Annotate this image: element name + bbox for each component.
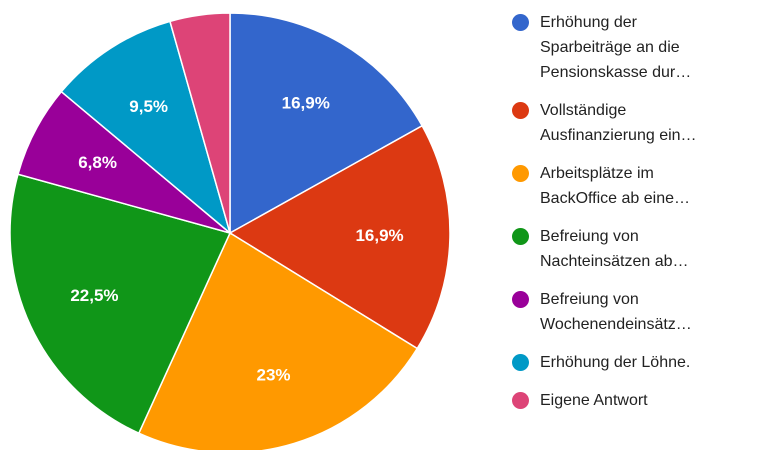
slice (60, 20, 232, 236)
legend-label: Erhöhung der Löhne. (540, 354, 691, 371)
legend-swatch (512, 291, 529, 308)
legend-entry: Befreiung von Wochenendeinsätz… (508, 287, 766, 337)
legend-label: Erhöhung der Sparbeiträge an die Pension… (540, 14, 692, 81)
legend-label: Arbeitsplätze im BackOffice ab eine… (540, 165, 691, 207)
legend-label: Eigene Antwort (540, 392, 648, 409)
legend: Erhöhung der Sparbeiträge an die Pension… (508, 10, 766, 426)
legend-entry: Erhöhung der Löhne. (508, 350, 766, 375)
slice (137, 231, 419, 450)
slice (229, 12, 424, 235)
slice (228, 124, 451, 350)
legend-swatch (512, 392, 529, 409)
legend-label: Befreiung von Nachteinsätzen ab… (540, 228, 689, 270)
slice (169, 12, 231, 234)
slice-label: 23% (257, 366, 291, 385)
legend-swatch (512, 165, 529, 182)
legend-swatch (512, 354, 529, 371)
legend-entry: Befreiung von Nachteinsätzen ab… (508, 224, 766, 274)
legend-entry: Erhöhung der Sparbeiträge an die Pension… (508, 10, 766, 85)
legend-entry: Arbeitsplätze im BackOffice ab eine… (508, 161, 766, 211)
legend-entry: Eigene Antwort (508, 388, 766, 413)
legend-swatch (512, 228, 529, 245)
slice-label: 22,5% (70, 286, 118, 305)
legend-swatch (512, 14, 529, 31)
slice-label: 16,9% (282, 93, 330, 112)
pie: 16,9% 16,9% 23% 22,5% 6,8% 9,5% (9, 12, 451, 450)
slice (9, 173, 232, 435)
legend-entry: Vollständige Ausfinanzierung ein… (508, 98, 766, 148)
legend-label: Befreiung von Wochenendeinsätz… (540, 291, 692, 333)
legend-label: Vollständige Ausfinanzierung ein… (540, 102, 697, 144)
slice-label: 16,9% (355, 226, 403, 245)
slice-label: 6,8% (78, 153, 117, 172)
slice-label: 9,5% (129, 97, 168, 116)
legend-swatch (512, 102, 529, 119)
